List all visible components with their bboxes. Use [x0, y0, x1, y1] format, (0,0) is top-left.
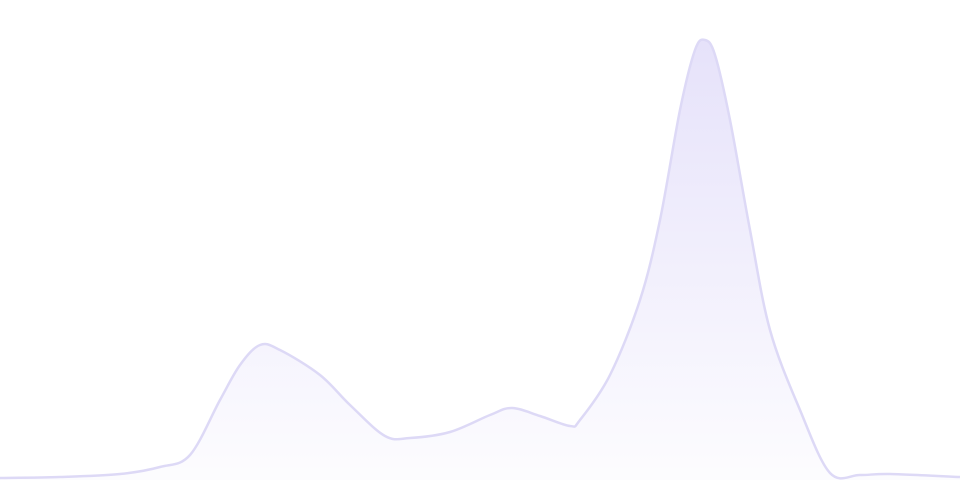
area-fill	[0, 39, 960, 480]
area-line	[0, 38, 960, 480]
